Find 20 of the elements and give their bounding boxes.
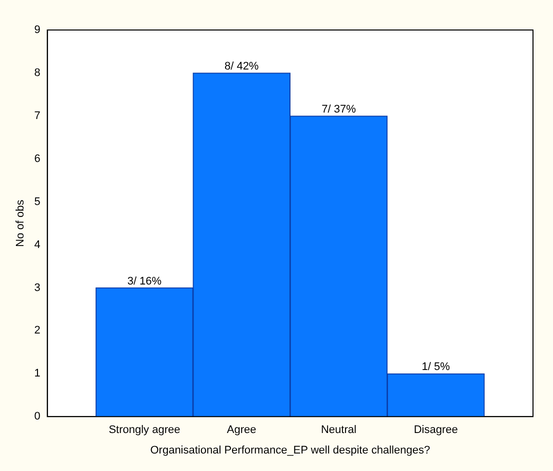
y-tick-label: 5 xyxy=(34,196,40,208)
y-tick-label: 4 xyxy=(34,238,40,251)
x-tick-label: Agree xyxy=(226,424,256,436)
data-label: 3/ 16% xyxy=(127,275,162,288)
y-tick-label: 9 xyxy=(34,24,40,36)
y-tick-label: 1 xyxy=(34,368,40,380)
y-tick-label: 7 xyxy=(34,110,40,122)
x-tick-label: Neutral xyxy=(320,424,356,436)
x-tick-label: Disagree xyxy=(414,424,458,436)
data-label: 7/ 37% xyxy=(322,103,356,116)
data-label: 8/ 42% xyxy=(224,60,259,72)
y-axis-title: No of obs xyxy=(14,199,27,247)
data-label: 1/ 5% xyxy=(422,361,450,374)
x-tick-label: Strongly agree xyxy=(108,424,180,436)
y-tick-label: 8 xyxy=(34,66,40,79)
y-tick-label: 3 xyxy=(34,282,40,294)
x-axis-title: Organisational Performance_EP well despite challenges? xyxy=(150,444,430,456)
y-tick-label: 0 xyxy=(34,410,40,423)
y-tick-label: 6 xyxy=(34,152,40,165)
y-tick-label: 2 xyxy=(34,324,40,337)
